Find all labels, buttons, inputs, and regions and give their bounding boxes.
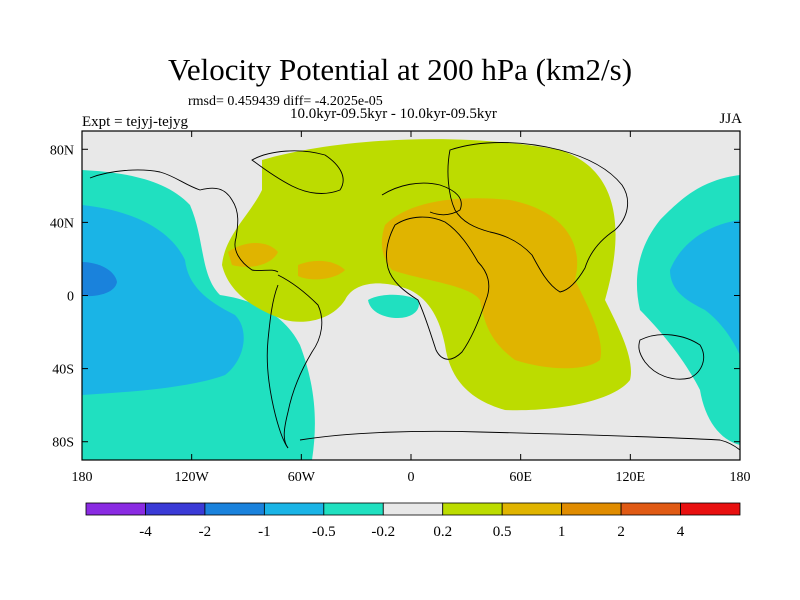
colorbar-swatch bbox=[501, 502, 563, 516]
coastlines bbox=[89, 142, 740, 451]
contour-east-lower bbox=[670, 220, 740, 355]
period-label: 10.0kyr-09.5kyr - 10.0kyr-09.5kyr bbox=[290, 106, 497, 122]
colorbar-label: 0.2 bbox=[433, 524, 452, 540]
colorbar-swatch bbox=[85, 502, 146, 516]
lon-tick-label: 120W bbox=[175, 470, 210, 485]
stats-label: rmsd= 0.459439 diff= -4.2025e-05 bbox=[188, 94, 383, 109]
contour-guinea-negative bbox=[368, 294, 419, 318]
lat-tick-label: 40N bbox=[50, 216, 74, 231]
lon-tick-label: 60E bbox=[509, 470, 532, 485]
colorbar-swatch bbox=[680, 502, 741, 516]
colorbar-label: -2 bbox=[199, 524, 212, 540]
contour-caribbean-maximum bbox=[228, 243, 278, 267]
colorbar-label: 1 bbox=[558, 524, 566, 540]
lon-tick-label: 180 bbox=[72, 470, 93, 485]
latitude-axis: 80N 40N 0 40S 80S bbox=[50, 143, 740, 451]
lon-tick-label: 180 bbox=[730, 470, 751, 485]
colorbar-swatch bbox=[442, 502, 503, 516]
colorbar-label: 0.5 bbox=[493, 524, 512, 540]
colorbar-label: -0.2 bbox=[371, 524, 395, 540]
colorbar: -4 -2 -1 -0.5 -0.2 0.2 0.5 1 2 4 bbox=[85, 502, 741, 540]
lon-tick-label: 120E bbox=[616, 470, 646, 485]
colorbar-swatch bbox=[145, 502, 206, 516]
longitude-axis: 180 120W 60W 0 60E 120E 180 bbox=[72, 131, 751, 485]
colorbar-label: 2 bbox=[617, 524, 625, 540]
lat-tick-label: 80S bbox=[52, 436, 74, 451]
lat-tick-label: 0 bbox=[67, 290, 74, 305]
colorbar-swatch bbox=[323, 502, 384, 516]
experiment-label: Expt = tejyj-tejyg bbox=[82, 114, 188, 130]
lat-tick-label: 40S bbox=[52, 363, 74, 378]
colorbar-label: -4 bbox=[139, 524, 152, 540]
colorbar-swatch bbox=[263, 502, 325, 516]
season-label: JJA bbox=[719, 111, 742, 127]
colorbar-swatch bbox=[204, 502, 265, 516]
contour-field bbox=[82, 131, 740, 460]
colorbar-swatch bbox=[620, 502, 681, 516]
colorbar-label: -0.5 bbox=[312, 524, 336, 540]
colorbar-label: 4 bbox=[677, 524, 685, 540]
colorbar-label: -1 bbox=[258, 524, 271, 540]
lon-tick-label: 60W bbox=[288, 470, 316, 485]
contour-africa-maximum bbox=[381, 198, 601, 369]
contour-atlantic-maximum bbox=[298, 260, 345, 280]
colorbar-swatch bbox=[561, 502, 622, 516]
lon-tick-label: 0 bbox=[408, 470, 415, 485]
lat-tick-label: 80N bbox=[50, 143, 74, 158]
colorbar-swatch bbox=[382, 502, 444, 516]
contour-west-minimum bbox=[82, 262, 117, 297]
contour-west-lower bbox=[82, 205, 244, 395]
map-title: Velocity Potential at 200 hPa (km2/s) bbox=[167, 52, 633, 87]
